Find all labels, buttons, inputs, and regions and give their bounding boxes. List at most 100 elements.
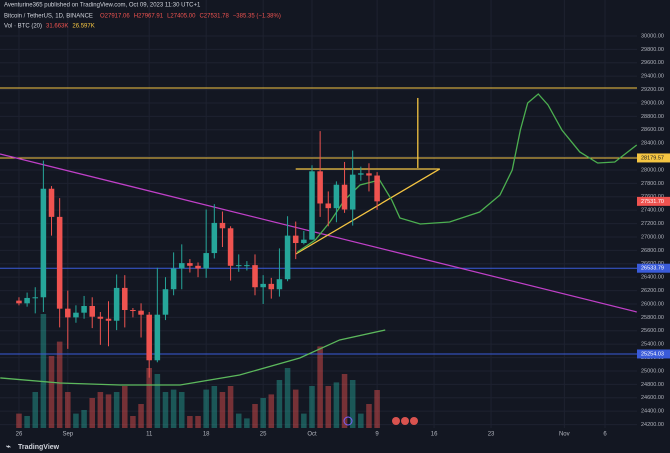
candle-body [227, 228, 234, 266]
candle-body [260, 283, 266, 288]
candle-body [97, 316, 104, 319]
candle-body [24, 297, 30, 304]
volume-bar [89, 398, 95, 428]
candle-body [301, 239, 307, 244]
candle-body [317, 171, 323, 204]
volume-bar [341, 374, 348, 428]
y-tick-label: 26400.00 [641, 275, 664, 281]
candle-body [81, 305, 87, 313]
legend: O27917.06 H27967.91 L27405.00 C27531.78 −385… [4, 14, 281, 30]
symbol: Bitcoin / TetherUS, 1D, BINANCE [4, 14, 93, 20]
candle-body [325, 203, 332, 209]
candle-body [333, 184, 340, 209]
volume-bar [325, 386, 332, 428]
y-tick-label: 29200.00 [641, 87, 664, 93]
volume-bar [244, 418, 250, 428]
volume-bar [235, 413, 242, 428]
price-label-bg [637, 153, 670, 163]
volume-bar [16, 413, 22, 428]
brand-logo: ⌁ [6, 442, 11, 451]
candle-body [146, 314, 152, 361]
y-tick-label: 27200.00 [641, 221, 664, 227]
candle-body [138, 310, 144, 315]
price-label-bg [637, 349, 670, 359]
x-tick-label: 6 [603, 432, 607, 438]
volume-bar [122, 386, 128, 428]
grid [0, 0, 637, 428]
event-icon [401, 417, 409, 425]
volume-legend: 26.597K [72, 24, 94, 30]
volume-bar [276, 380, 283, 428]
price-label: 26533.79 [641, 266, 664, 272]
volume-bar [40, 314, 47, 428]
price-axis [637, 0, 670, 453]
volume-bar [146, 368, 152, 428]
volume-bar [130, 416, 136, 428]
ohlc-value: H27967.91 [134, 14, 164, 20]
y-tick-label: 29800.00 [641, 47, 664, 53]
volume-bar [81, 410, 87, 428]
ohlc-value: L27405.00 [167, 14, 196, 20]
y-tick-label: 26800.00 [641, 248, 664, 254]
event-icon [343, 416, 353, 426]
y-tick-label: 28400.00 [641, 141, 664, 147]
candle-body [113, 287, 120, 321]
y-tick-label: 27800.00 [641, 181, 664, 187]
candle-body [187, 263, 193, 266]
volume-bar [227, 386, 234, 428]
candle-body [56, 216, 63, 309]
volume-pane [16, 314, 380, 428]
x-tick-label: 25 [260, 432, 267, 438]
y-tick-label: 26200.00 [641, 288, 664, 294]
candle-body [276, 279, 283, 290]
candle-body [366, 173, 372, 176]
candle-body [219, 222, 226, 229]
volume-bar [113, 392, 120, 428]
candle-body [89, 305, 95, 317]
candle-body [32, 297, 39, 299]
candle-body [122, 287, 128, 311]
x-tick-label: 11 [146, 432, 153, 438]
y-tick-label: 27400.00 [641, 208, 664, 214]
volume-bar [97, 392, 104, 428]
ohlc-value: C27531.78 [199, 14, 229, 20]
candle-body [341, 184, 348, 210]
publisher: Aventurine365 published on TradingView.c… [4, 3, 201, 9]
volume-legend: 31.663K [46, 24, 68, 30]
candle-body [105, 318, 112, 321]
y-tick-label: 25800.00 [641, 315, 664, 321]
y-tick-label: 28000.00 [641, 167, 664, 173]
candle-body [170, 268, 177, 290]
drawn-line [295, 168, 441, 255]
candle-body [154, 314, 161, 361]
volume-bar [284, 368, 291, 428]
x-tick-label: 9 [375, 432, 379, 438]
volume-bar [349, 380, 356, 428]
volume-bar [187, 416, 193, 428]
candle-body [235, 265, 242, 267]
candle-body [268, 283, 275, 290]
volume-bar [48, 356, 55, 428]
volume-bar [73, 413, 79, 428]
drawn-line [0, 153, 637, 313]
candle-body [195, 265, 201, 269]
volume-bar [24, 416, 30, 428]
y-tick-label: 29000.00 [641, 100, 664, 106]
volume-bar [154, 374, 161, 428]
y-tick-label: 25400.00 [641, 342, 664, 348]
volume-bar [317, 346, 323, 428]
time-axis [0, 428, 637, 453]
volume-bar [358, 413, 364, 428]
volume-bar [260, 398, 266, 428]
x-tick-label: 18 [203, 432, 210, 438]
candle-body [244, 265, 250, 267]
price-label-bg [637, 196, 670, 206]
candle-body [284, 235, 291, 280]
volume-bar [170, 389, 177, 428]
volume-bar [366, 404, 372, 428]
price-label: 27531.70 [641, 199, 664, 205]
event-icon [392, 417, 400, 425]
